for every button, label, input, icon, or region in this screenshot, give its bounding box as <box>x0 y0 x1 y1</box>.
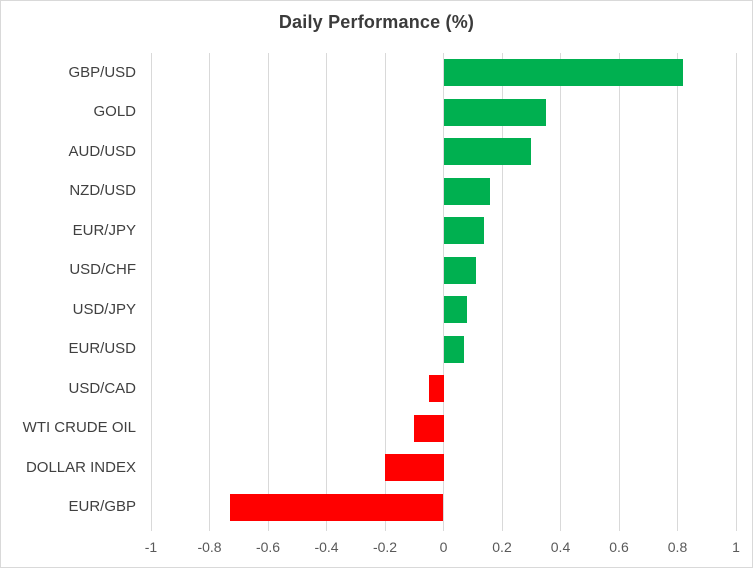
gridline <box>326 53 327 531</box>
bar-eur-jpy <box>443 217 485 245</box>
category-label-wti-crude-oil: WTI CRUDE OIL <box>22 419 136 437</box>
bar-nzd-usd <box>443 177 491 205</box>
category-label-usd-jpy: USD/JPY <box>72 300 136 318</box>
category-label-eur-usd: EUR/USD <box>68 340 136 358</box>
bar-usd-chf <box>443 256 476 284</box>
bar-aud-usd <box>443 138 532 166</box>
bar-usd-jpy <box>443 296 467 324</box>
gridline <box>150 53 152 531</box>
x-tick-label: 1 <box>732 539 740 555</box>
category-label-gold: GOLD <box>93 103 136 121</box>
x-tick-label: 0 <box>439 539 448 555</box>
category-label-usd-cad: USD/CAD <box>68 379 136 397</box>
bar-wti-crude-oil <box>414 414 444 442</box>
x-tick-label: 0.8 <box>667 539 688 555</box>
category-label-dollar-index: DOLLAR INDEX <box>25 458 136 476</box>
bar-eur-usd <box>443 335 464 363</box>
category-label-usd-chf: USD/CHF <box>69 261 136 279</box>
category-label-eur-jpy: EUR/JPY <box>72 221 136 239</box>
bar-eur-gbp <box>229 493 444 521</box>
bar-dollar-index <box>385 454 444 482</box>
x-tick-label: -0.6 <box>255 539 281 555</box>
gridline <box>501 53 503 531</box>
x-tick-label: -0.2 <box>372 539 398 555</box>
x-tick-label: -0.4 <box>314 539 339 555</box>
category-label-gbp-usd: GBP/USD <box>68 63 136 81</box>
x-tick-label: 0.6 <box>609 539 629 555</box>
x-tick-label: 0.2 <box>492 539 512 555</box>
gridline <box>267 53 269 531</box>
gridline <box>443 53 444 531</box>
x-tick-label: -0.8 <box>197 539 222 555</box>
category-label-eur-gbp: EUR/GBP <box>68 498 136 516</box>
chart-title: Daily Performance (%) <box>278 12 475 32</box>
gridline <box>677 53 678 531</box>
x-tick-label: 0.4 <box>550 539 571 555</box>
gridline <box>618 53 620 531</box>
gridline <box>560 53 561 531</box>
bar-gold <box>443 98 546 126</box>
bar-usd-cad <box>428 375 444 403</box>
gridline <box>209 53 210 531</box>
gridline <box>735 53 737 531</box>
category-label-aud-usd: AUD/USD <box>68 142 136 160</box>
gridline <box>384 53 386 531</box>
bar-gbp-usd <box>443 59 684 87</box>
category-label-nzd-usd: NZD/USD <box>69 182 136 200</box>
x-tick-label: -1 <box>144 539 158 555</box>
